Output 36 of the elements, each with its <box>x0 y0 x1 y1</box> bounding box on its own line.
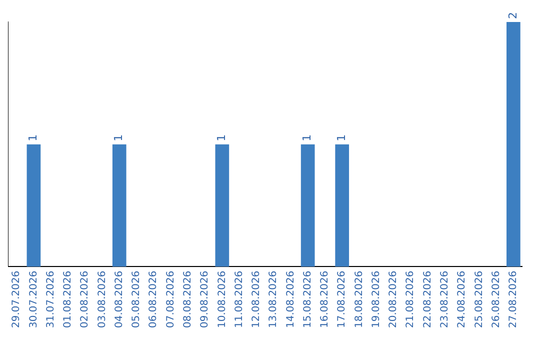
x-tick-label: 09.08.2026 <box>200 270 211 328</box>
x-tick-label: 05.08.2026 <box>131 270 142 328</box>
x-tick-label: 20.08.2026 <box>388 270 400 328</box>
data-label: 1 <box>215 134 228 142</box>
x-tick-label: 04.08.2026 <box>114 270 125 328</box>
x-tick-label: 31.07.2026 <box>45 270 56 328</box>
x-tick-label: 08.08.2026 <box>182 270 194 328</box>
x-tick-label: 18.08.2026 <box>354 270 365 328</box>
x-tick-label: 22.08.2026 <box>422 270 434 328</box>
x-tick-label: 11.08.2026 <box>234 270 245 328</box>
x-tick-label: 19.08.2026 <box>370 270 382 328</box>
data-label: 1 <box>26 134 40 142</box>
x-tick-label: 03.08.2026 <box>96 270 108 328</box>
x-tick-label: 26.08.2026 <box>490 270 502 328</box>
data-label: 1 <box>334 134 348 142</box>
x-tick-label: 27.08.2026 <box>508 270 520 328</box>
x-tick-label: 17.08.2026 <box>336 270 348 328</box>
x-tick-label: 25.08.2026 <box>474 270 485 328</box>
x-tick-label: 30.07.2026 <box>28 270 40 328</box>
x-tick-label: 06.08.2026 <box>148 270 160 328</box>
x-tick-label: 21.08.2026 <box>405 270 416 328</box>
x-tick-label: 16.08.2026 <box>320 270 331 328</box>
x-tick-label: 12.08.2026 <box>251 270 262 328</box>
x-tick-label: 23.08.2026 <box>439 270 450 328</box>
data-label: 1 <box>300 134 314 142</box>
x-tick-label: 14.08.2026 <box>285 270 296 328</box>
x-tick-label: 24.08.2026 <box>456 270 468 328</box>
x-tick-label: 01.08.2026 <box>62 270 74 328</box>
x-tick-label: 02.08.2026 <box>80 270 91 328</box>
x-tick-label: 15.08.2026 <box>302 270 314 328</box>
x-tick-label: 07.08.2026 <box>165 270 176 328</box>
data-label: 2 <box>506 12 520 19</box>
x-tick-label: 29.07.2026 <box>11 270 22 328</box>
x-tick-label: 10.08.2026 <box>216 270 228 328</box>
data-label: 1 <box>112 134 126 142</box>
x-tick-label: 13.08.2026 <box>268 270 280 328</box>
